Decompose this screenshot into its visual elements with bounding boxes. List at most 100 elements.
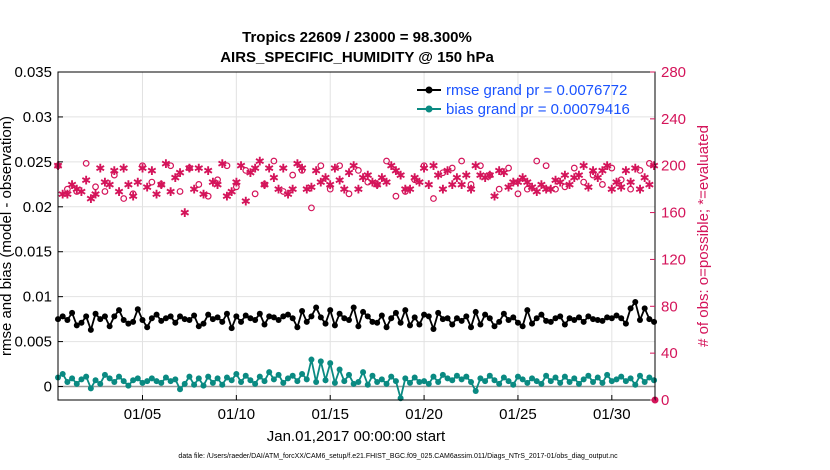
- obs-possible-point: [232, 183, 240, 191]
- obs-evaluated-point: ✱: [302, 183, 312, 197]
- bias-point: [101, 371, 108, 378]
- rmse-point: [162, 315, 169, 322]
- obs-possible-point: [533, 157, 541, 165]
- rmse-point: [223, 310, 230, 317]
- obs-evaluated-point: ✱: [405, 183, 415, 197]
- bias-point: [87, 385, 94, 392]
- bias-point: [392, 378, 399, 385]
- rmse-point: [59, 313, 66, 320]
- obs-evaluated-point: ✱: [471, 159, 481, 173]
- bias-point: [496, 380, 503, 387]
- y-right-tick-label: 120: [661, 251, 686, 268]
- bias-point: [411, 374, 418, 381]
- obs-evaluated-point: ✱: [532, 185, 542, 199]
- rmse-point: [594, 317, 601, 324]
- rmse-point: [355, 323, 362, 330]
- obs-evaluated-point: ✱: [274, 183, 284, 197]
- obs-evaluated-point: ✱: [339, 183, 349, 197]
- bias-point: [622, 378, 629, 385]
- obs-evaluated-point: ✱: [175, 166, 185, 180]
- bias-point: [130, 377, 137, 384]
- obs-evaluated-point: ✱: [396, 169, 406, 183]
- obs-possible-point: [589, 171, 597, 179]
- obs-evaluated-point: ✱: [611, 176, 621, 190]
- bias-point: [590, 379, 597, 386]
- obs-evaluated-point: ✱: [184, 162, 194, 176]
- obs-evaluated-point: ✱: [508, 176, 518, 190]
- legend-bias-label: bias grand pr = 0.00079416: [446, 101, 630, 118]
- bias-point: [468, 379, 475, 386]
- obs-evaluated-point: ✱: [583, 180, 593, 194]
- rmse-point: [205, 311, 212, 318]
- rmse-point: [238, 318, 245, 325]
- rmse-point: [299, 308, 306, 315]
- bias-point: [500, 374, 507, 381]
- x-axis-label: Jan.01,2017 00:00:00 start: [267, 428, 446, 445]
- obs-possible-point: [157, 181, 165, 188]
- bias-point: [167, 378, 174, 385]
- rmse-point: [69, 309, 76, 316]
- obs-evaluated-point: ✱: [62, 187, 72, 201]
- obs-evaluated-point: ✱: [480, 171, 490, 185]
- obs-possible-point: [627, 185, 634, 193]
- obs-evaluated-point: ✱: [105, 178, 115, 192]
- rmse-point: [407, 322, 414, 329]
- rmse-point: [383, 324, 390, 331]
- obs-possible-point: [73, 188, 81, 195]
- bias-point: [106, 375, 113, 382]
- axis-ticks: 0 0.005 0.01 0.015 0.02 0.025 0.03 0.035 0 40 80 12…: [14, 64, 686, 423]
- bias-point: [571, 375, 578, 382]
- obs-possible-point: [608, 164, 616, 172]
- rmse-point: [172, 319, 179, 326]
- bias-point: [148, 375, 155, 382]
- bias-point: [153, 378, 160, 385]
- obs-evaluated-point: ✱: [560, 169, 570, 183]
- obs-evaluated-point: ✱: [635, 183, 645, 197]
- obs-evaluated-point: ✱: [597, 164, 607, 178]
- y-axis-right-label: # of obs: o=possible; *=evaluated: [695, 125, 712, 347]
- rmse-point: [547, 318, 554, 325]
- obs-evaluated-point: ✱: [306, 180, 316, 194]
- obs-evaluated-point: ✱: [264, 162, 274, 176]
- rmse-point: [618, 315, 625, 322]
- rmse-point: [148, 315, 155, 322]
- obs-possible-point: [308, 204, 315, 212]
- bias-point: [223, 374, 230, 381]
- obs-evaluated-point: ✱: [114, 185, 124, 199]
- y-right-tick-label: 80: [661, 298, 678, 315]
- obs-evaluated-point: ✱: [255, 155, 265, 169]
- obs-possible-point: [251, 190, 259, 198]
- obs-possible-point: [383, 157, 390, 165]
- bias-point: [247, 377, 254, 384]
- rmse-point: [421, 311, 428, 318]
- bias-point: [449, 377, 456, 384]
- bias-point: [543, 372, 550, 379]
- obs-evaluated-point: ✱: [166, 185, 176, 199]
- obs-possible-point: [505, 164, 512, 172]
- rmse-point: [472, 308, 479, 315]
- obs-possible-point: [214, 176, 221, 184]
- obs-possible-point: [411, 176, 419, 184]
- obs-evaluated-point: ✱: [330, 162, 340, 176]
- y-left-tick-label: 0.01: [23, 289, 52, 306]
- bias-point: [83, 373, 90, 380]
- bias-point: [327, 360, 334, 367]
- bias-point: [116, 373, 123, 380]
- bias-point: [374, 379, 381, 386]
- rmse-point: [632, 299, 639, 306]
- rmse-point: [345, 317, 352, 324]
- rmse-point: [181, 316, 188, 323]
- obs-evaluated-point: ✱: [574, 169, 584, 183]
- bias-point: [205, 373, 212, 380]
- obs-evaluated-point: ✱: [109, 164, 119, 178]
- rmse-point: [247, 315, 254, 322]
- bias-point: [191, 381, 198, 388]
- obs-possible-point: [430, 195, 437, 202]
- rmse-point: [120, 317, 127, 324]
- bias-point: [139, 379, 146, 386]
- bias-point: [453, 372, 460, 379]
- bias-point: [646, 374, 653, 381]
- obs-evaluated-point: ✱: [644, 178, 654, 192]
- obs-evaluated-point: ✱: [382, 176, 392, 190]
